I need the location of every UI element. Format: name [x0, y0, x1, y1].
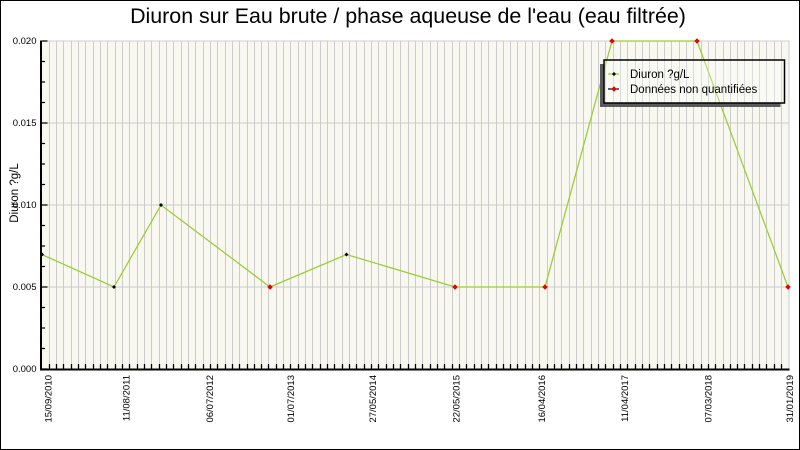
svg-text:Données non quantifiées: Données non quantifiées [630, 84, 757, 96]
svg-text:0.000: 0.000 [13, 364, 37, 375]
svg-text:0.010: 0.010 [13, 200, 37, 211]
svg-text:22/05/2015: 22/05/2015 [452, 375, 463, 423]
svg-text:16/04/2016: 16/04/2016 [537, 375, 548, 423]
svg-text:Diuron sur Eau brute / phase a: Diuron sur Eau brute / phase aqueuse de … [130, 4, 686, 28]
svg-text:11/08/2011: 11/08/2011 [122, 375, 133, 421]
svg-text:27/05/2014: 27/05/2014 [368, 375, 379, 423]
svg-text:15/09/2010: 15/09/2010 [44, 375, 55, 423]
svg-text:Diuron ?g/L: Diuron ?g/L [630, 69, 690, 81]
svg-text:01/07/2013: 01/07/2013 [286, 375, 297, 423]
svg-text:06/07/2012: 06/07/2012 [205, 375, 216, 423]
svg-text:Diuron ?g/L: Diuron ?g/L [9, 163, 21, 223]
svg-text:31/01/2019: 31/01/2019 [785, 375, 796, 423]
svg-text:0.020: 0.020 [13, 36, 37, 47]
svg-text:11/04/2017: 11/04/2017 [620, 375, 631, 422]
svg-text:0.005: 0.005 [13, 282, 37, 293]
svg-text:0.015: 0.015 [13, 118, 37, 129]
svg-text:07/03/2018: 07/03/2018 [704, 375, 715, 423]
